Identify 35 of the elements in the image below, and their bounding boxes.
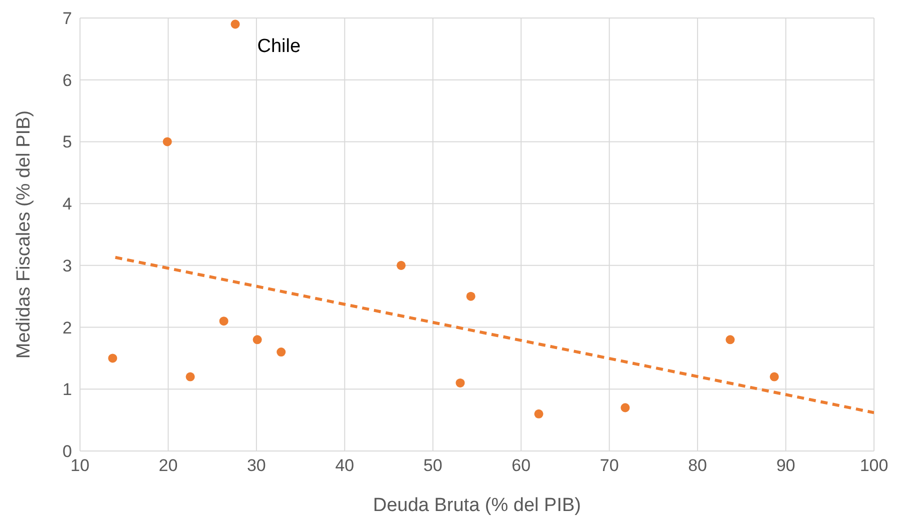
x-tick-label: 20: [158, 456, 178, 476]
y-tick-label: 3: [62, 256, 72, 276]
point: [466, 292, 476, 301]
point: [276, 348, 286, 357]
point: [726, 335, 735, 344]
point: [186, 372, 195, 382]
x-tick-label: 50: [423, 456, 442, 476]
y-tick-label: 4: [62, 194, 72, 214]
y-axis-title: Medidas Fiscales (% del PIB): [14, 110, 35, 359]
y-tick-label: 7: [62, 9, 72, 28]
y-tick-label: 1: [62, 380, 72, 400]
x-tick-label: 90: [776, 456, 796, 476]
point: [396, 260, 406, 270]
x-tick-label: 80: [688, 456, 708, 476]
x-axis-title: Deuda Bruta (% del PIB): [372, 495, 582, 516]
y-tick-label: 6: [62, 70, 72, 90]
point: [162, 137, 172, 146]
x-tick-label: 40: [335, 456, 354, 476]
x-tick-label: 100: [860, 456, 888, 476]
annotation: Chile: [257, 36, 301, 58]
x-tick-label: 10: [70, 456, 90, 476]
y-tick-label: 0: [62, 442, 72, 462]
y-tick-label: 5: [62, 132, 72, 152]
point: [770, 372, 779, 382]
point: [620, 403, 630, 412]
point: [534, 409, 544, 418]
y-tick-label: 2: [62, 318, 72, 338]
x-tick-label: 70: [600, 456, 619, 476]
x-tick-label: 30: [246, 456, 266, 476]
point: [219, 316, 228, 326]
point: [108, 354, 118, 363]
point: [252, 335, 262, 344]
point: [456, 378, 465, 388]
point: [230, 20, 240, 29]
x-tick-label: 60: [512, 456, 531, 476]
